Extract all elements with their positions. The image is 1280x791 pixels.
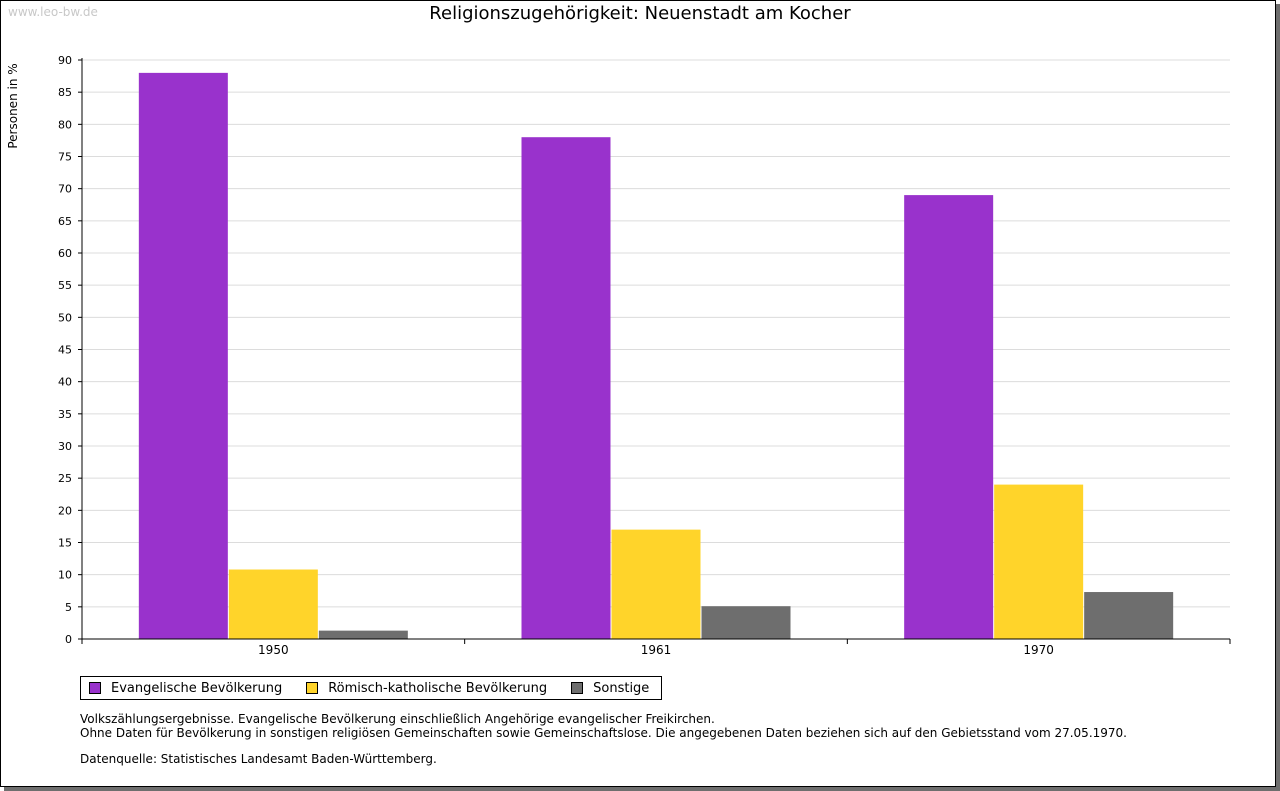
watermark: www.leo-bw.de: [8, 5, 98, 19]
y-tick-label: 60: [58, 247, 72, 260]
y-tick-label: 40: [58, 376, 72, 389]
y-tick-label: 90: [58, 54, 72, 67]
x-tick-label: 1961: [641, 643, 672, 657]
data-source: Datenquelle: Statistisches Landesamt Bad…: [80, 752, 437, 766]
bar-1950-2: [228, 569, 318, 639]
note-line-2: Ohne Daten für Bevölkerung in sonstigen …: [80, 726, 1127, 740]
y-tick-label: 10: [58, 569, 72, 582]
x-tick-label: 1950: [258, 643, 289, 657]
legend-swatch: [571, 682, 584, 694]
y-tick-label: 80: [58, 118, 72, 131]
legend-swatch: [89, 682, 101, 694]
bar-1961-2: [611, 529, 701, 639]
y-tick-label: 15: [58, 537, 72, 550]
y-tick-label: 45: [58, 344, 72, 357]
y-axis-label: Personen in %: [6, 63, 20, 148]
y-tick-label: 20: [58, 504, 72, 517]
y-tick-label: 85: [58, 86, 72, 99]
bar-1961-3: [701, 606, 791, 639]
bar-1970-1: [904, 195, 994, 639]
y-tick-label: 30: [58, 440, 72, 453]
legend-swatch: [306, 682, 319, 694]
legend-label: Römisch-katholische Bevölkerung: [328, 680, 548, 696]
y-tick-label: 25: [58, 472, 72, 485]
chart-title: Religionszugehörigkeit: Neuenstadt am Ko…: [429, 3, 851, 24]
y-tick-label: 70: [58, 183, 72, 196]
bar-1950-1: [138, 72, 228, 639]
bar-1950-3: [318, 630, 408, 639]
note-line-1: Volkszählungsergebnisse. Evangelische Be…: [80, 712, 715, 726]
legend-item-2: Römisch-katholische Bevölkerung: [306, 681, 547, 696]
bar-chart: 0 5 10 15 20 25 30 35 40 45 50 55 60 65 70 75 80 85 90 Pers…: [6, 54, 1231, 657]
y-tick-label: 55: [58, 279, 72, 292]
y-tick-label: 35: [58, 408, 72, 421]
bar-1970-3: [1084, 592, 1174, 639]
y-tick-label: 65: [58, 215, 72, 228]
bar-1961-1: [521, 137, 611, 639]
legend-label: Evangelische Bevölkerung: [111, 680, 283, 696]
legend-item-3: Sonstige: [571, 681, 649, 696]
legend-label: Sonstige: [593, 680, 650, 696]
x-tick-label: 1970: [1023, 643, 1054, 657]
y-tick-label: 5: [65, 601, 72, 614]
y-tick-label: 75: [58, 151, 72, 164]
bar-1970-2: [994, 484, 1084, 639]
legend-item-1: Evangelische Bevölkerung: [89, 681, 282, 696]
legend: Evangelische Bevölkerung Römisch-katholis…: [80, 676, 663, 700]
y-tick-label: 50: [58, 311, 72, 324]
y-tick-label: 0: [65, 633, 72, 646]
